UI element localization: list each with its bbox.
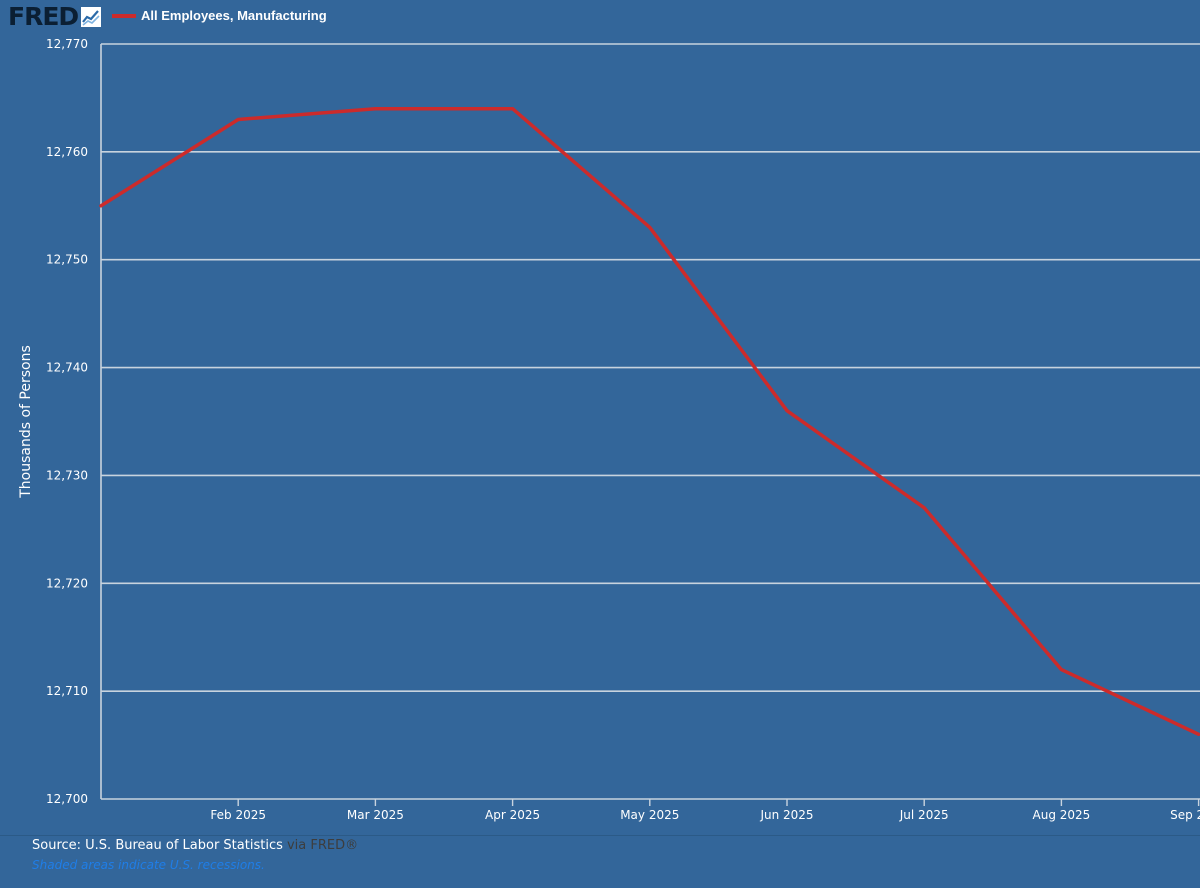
- source-text: Source: U.S. Bureau of Labor Statistics: [32, 838, 283, 853]
- line-chart-icon: [81, 7, 102, 27]
- x-tick-label: Sep 2025: [1170, 808, 1200, 822]
- source-note: Source: U.S. Bureau of Labor Statistics …: [32, 838, 358, 853]
- fred-logo-text: FRED: [8, 2, 79, 31]
- x-tick-label: Apr 2025: [485, 808, 540, 822]
- x-tick-label: Jul 2025: [899, 808, 949, 822]
- y-axis-title: Thousands of Persons: [18, 345, 34, 499]
- x-tick-label: Feb 2025: [210, 808, 266, 822]
- chart-legend: All Employees, Manufacturing: [112, 8, 327, 23]
- x-tick-label: Aug 2025: [1033, 808, 1091, 822]
- y-tick-label: 12,710: [46, 684, 88, 698]
- y-tick-label: 12,740: [46, 361, 88, 375]
- series-line: [99, 106, 1200, 737]
- y-tick-label: 12,700: [46, 792, 88, 806]
- y-tick-label: 12,730: [46, 468, 88, 482]
- via-fred-link[interactable]: via FRED®: [282, 838, 359, 853]
- x-tick-label: Mar 2025: [347, 808, 404, 822]
- legend-series-label: All Employees, Manufacturing: [141, 8, 327, 23]
- legend-swatch: [112, 13, 136, 18]
- y-tick-label: 12,750: [46, 253, 88, 267]
- x-tick-label: Jun 2025: [759, 808, 813, 822]
- y-tick-label: 12,720: [46, 576, 88, 590]
- y-tick-label: 12,760: [46, 145, 88, 159]
- fred-logo[interactable]: FRED: [8, 2, 102, 31]
- x-tick-label: May 2025: [620, 808, 679, 822]
- footer-divider: [0, 835, 1200, 836]
- y-tick-label: 12,770: [46, 37, 88, 51]
- recession-note: Shaded areas indicate U.S. recessions.: [32, 858, 265, 872]
